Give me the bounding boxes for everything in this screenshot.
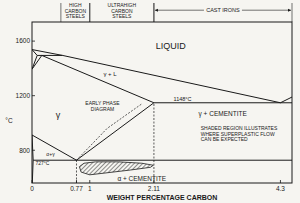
x-tick-label: 4.3	[276, 185, 285, 192]
x-tick	[76, 180, 77, 183]
x-tick-label: 2.11	[148, 185, 161, 192]
region-separator	[89, 3, 90, 22]
x-tick-label: 0	[30, 185, 34, 192]
region-separator	[292, 3, 293, 22]
chart: 0 0.77 1 2.11 4.3 800 1200 1600 WEIGHT PERCENTAG…	[0, 0, 300, 203]
y-tick-label: 800	[19, 147, 30, 154]
annotation: α+γ	[46, 151, 55, 157]
annotation: γ + L	[103, 71, 117, 77]
region-label: STEELS	[112, 13, 132, 19]
y-tick	[32, 41, 35, 42]
phase-boundary	[153, 103, 154, 183]
y-tick-label: 1200	[16, 92, 31, 99]
x-tick	[89, 180, 90, 183]
phase-boundary	[32, 50, 37, 56]
phase-boundary	[32, 55, 42, 69]
region-separator	[89, 3, 90, 22]
y-axis-label: °C	[5, 117, 13, 124]
y-tick-label: 1600	[16, 37, 31, 44]
annotation: DIAGRAM	[91, 106, 114, 112]
region-separator	[153, 3, 154, 22]
x-tick	[32, 180, 33, 183]
annotation: γ + CEMENTITE	[199, 110, 248, 118]
y-tick	[32, 95, 35, 96]
arrow-head	[155, 9, 158, 12]
region-arrow	[155, 10, 204, 11]
annotation: 1148°C	[174, 96, 192, 102]
x-tick-label: 1	[88, 185, 92, 192]
region-label: STEELS	[66, 13, 86, 19]
phase-boundary	[76, 104, 141, 160]
annotation: α + CEMENTITE	[117, 175, 166, 182]
phase-boundary	[32, 135, 76, 160]
phase-boundary	[76, 160, 77, 183]
superplastic-region	[79, 162, 153, 175]
plot-frame	[32, 22, 292, 183]
x-tick-label: 0.77	[70, 185, 83, 192]
phase-boundary	[32, 50, 280, 103]
annotation: CAN BE EXPECTED	[201, 136, 248, 142]
x-tick	[280, 180, 281, 183]
phase-boundary	[32, 135, 33, 183]
phase-boundary	[154, 102, 292, 103]
region-separator	[60, 3, 61, 22]
annotation: 727°C	[35, 160, 49, 166]
region-separator	[153, 3, 154, 22]
x-axis-label: WEIGHT PERCENTAGE CARBON	[107, 194, 218, 201]
annotation: γ	[56, 110, 61, 120]
y-tick	[32, 150, 35, 151]
phase-boundary	[76, 103, 153, 160]
plot-area	[32, 50, 292, 183]
phase-boundary	[33, 160, 292, 161]
arrow-head	[288, 9, 291, 12]
phase-boundary	[42, 55, 154, 102]
annotation: LIQUID	[156, 41, 187, 51]
phase-boundary	[280, 97, 292, 103]
region-arrow	[242, 10, 291, 11]
region-label: CAST IRONS	[206, 7, 240, 13]
